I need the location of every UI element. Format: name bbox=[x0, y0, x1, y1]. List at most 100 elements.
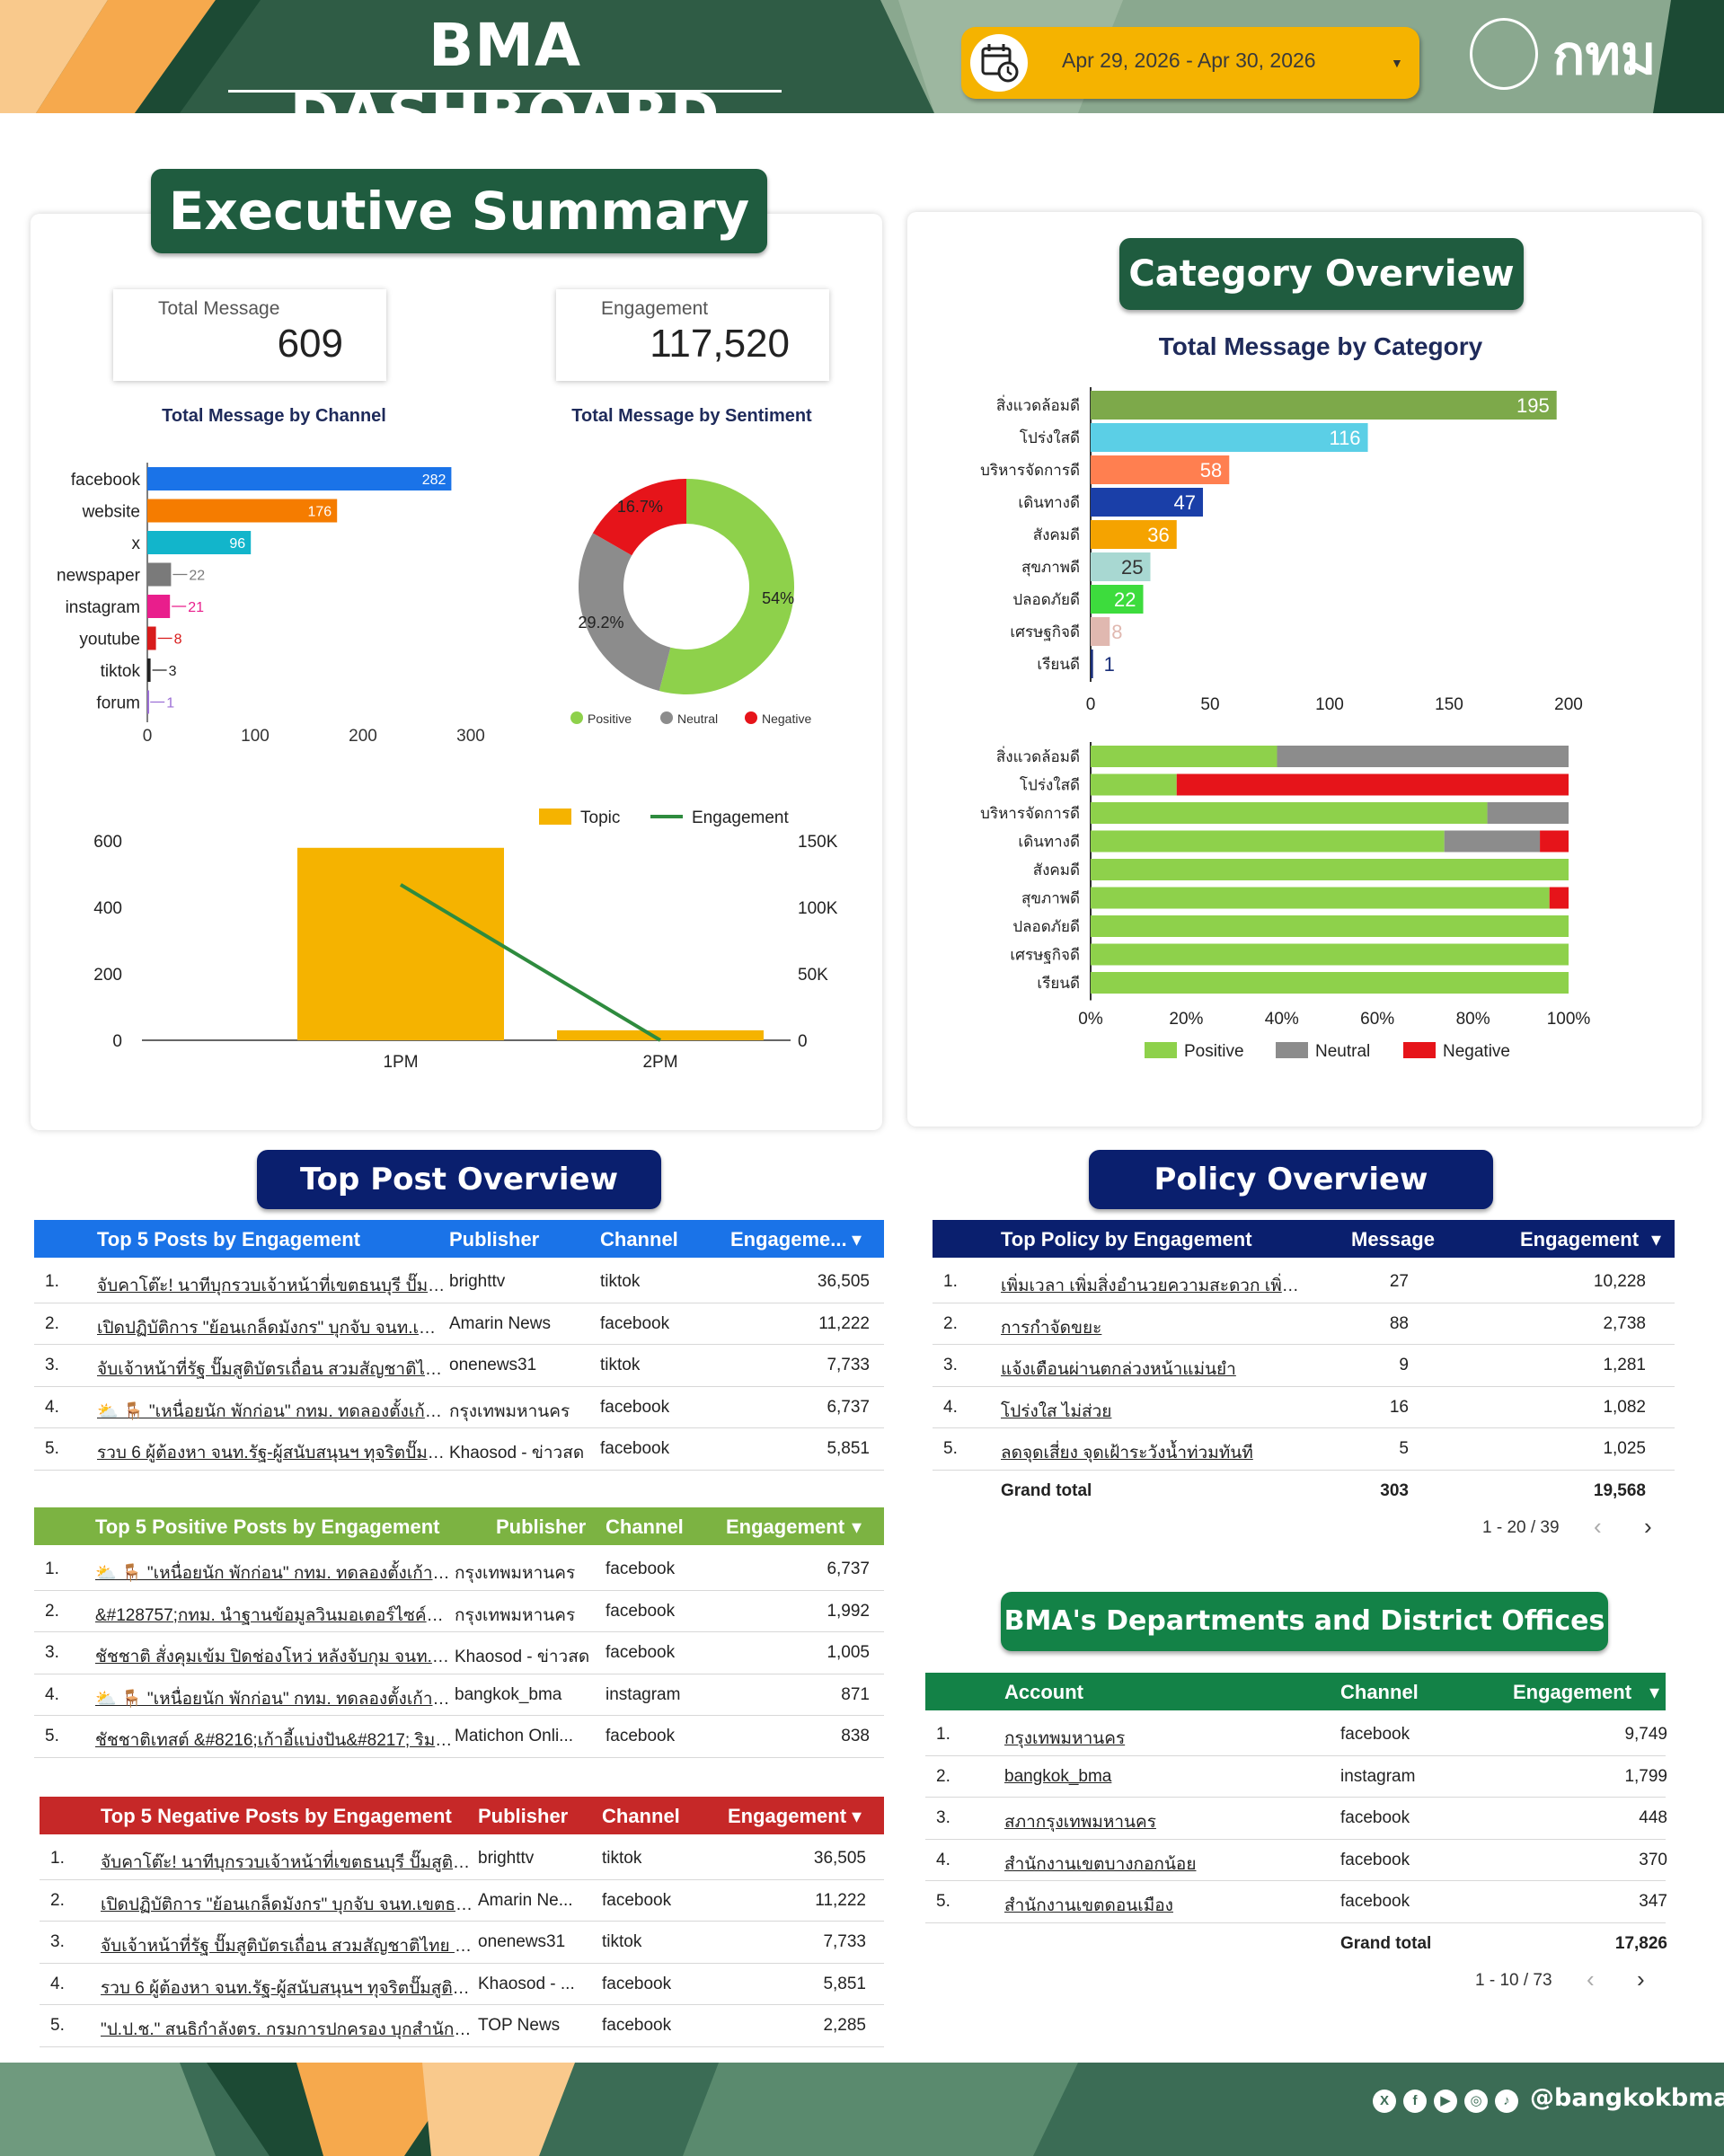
table-row[interactable]: 5. ชัชชาติเทสต์ &#8216;เก้าอี้แบ่งปัน&#82… bbox=[34, 1716, 884, 1758]
row-rank: 5. bbox=[45, 1439, 59, 1458]
tiktok-icon[interactable]: ♪ bbox=[1495, 2090, 1518, 2113]
catsent-bar-segment bbox=[1091, 830, 1445, 853]
bma-logo-text: กทม bbox=[1552, 24, 1657, 87]
sort-caret-icon[interactable]: ▾ bbox=[852, 1228, 862, 1250]
post-title-link[interactable]: ⛅ 🪑 "เหนื่อยนัก พักก่อน" กทม. ทดลองตั้งเ… bbox=[97, 1401, 447, 1421]
chevron-down-icon[interactable]: ▼ bbox=[1391, 56, 1403, 70]
table-row[interactable]: 3. ชัชชาติ สั่งคุมเข้ม ปิดช่องโหว่ หลังจั… bbox=[34, 1632, 884, 1674]
channel-cell: facebook bbox=[600, 1313, 670, 1333]
row-rank: 4. bbox=[50, 1974, 65, 1993]
table-row[interactable]: 4. สำนักงานเขตบางกอกน้อย facebook 370 bbox=[925, 1840, 1667, 1881]
row-rank: 4. bbox=[936, 1850, 950, 1869]
facebook-icon[interactable]: f bbox=[1403, 2090, 1427, 2113]
table-header: Top 5 Posts by Engagement Publisher Channe… bbox=[34, 1220, 884, 1258]
post-title-link[interactable]: จับคาโต๊ะ! นาทีบุกรวบเจ้าหน้าที่เขตธนบุร… bbox=[97, 1277, 447, 1295]
social-handle[interactable]: @bangkokbma bbox=[1530, 2084, 1724, 2112]
channel-cell: facebook bbox=[606, 1727, 676, 1745]
column-header[interactable]: Top 5 Positive Posts by Engagement bbox=[95, 1515, 440, 1538]
policy-next-page-icon[interactable]: › bbox=[1644, 1513, 1652, 1540]
table-row[interactable]: 1. จับคาโต๊ะ! นาทีบุกรวบเจ้าหน้าที่เขตธนบ… bbox=[34, 1261, 884, 1303]
table-row[interactable]: 2. bangkok_bma instagram 1,799 bbox=[925, 1756, 1667, 1798]
post-title-link[interactable]: ⛅ 🪑 "เหนื่อยนัก พักก่อน" กทม. ทดลองตั้งเ… bbox=[95, 1689, 455, 1709]
sort-caret-icon[interactable]: ▾ bbox=[852, 1805, 862, 1827]
footer-decoration bbox=[0, 2063, 1078, 2156]
post-title-link[interactable]: ชัชชาติ สั่งคุมเข้ม ปิดช่องโหว่ หลังจับก… bbox=[95, 1648, 455, 1666]
account-name-link[interactable]: สำนักงานเขตบางกอกน้อย bbox=[1004, 1854, 1197, 1874]
column-header[interactable]: Engageme... bbox=[730, 1228, 847, 1250]
table-row[interactable]: 2. การกำจัดขยะ 88 2,738 bbox=[933, 1303, 1675, 1345]
column-header[interactable]: Engagement bbox=[728, 1805, 847, 1827]
column-header[interactable]: Publisher bbox=[478, 1805, 569, 1827]
table-row[interactable]: 5. "ป.ป.ช." สนธิกำลังตร. กรมการปกครอง บุก… bbox=[40, 2005, 884, 2047]
column-header[interactable]: Engagement bbox=[1513, 1681, 1632, 1703]
column-header[interactable]: Channel bbox=[600, 1228, 678, 1250]
channel-bar bbox=[147, 531, 252, 554]
column-header[interactable]: Message bbox=[1351, 1228, 1435, 1250]
post-title-link[interactable]: "ป.ป.ช." สนธิกำลังตร. กรมการปกครอง บุกสำ… bbox=[101, 2020, 473, 2039]
table-row[interactable]: 4. ⛅ 🪑 "เหนื่อยนัก พักก่อน" กทม. ทดลองตั้… bbox=[34, 1674, 884, 1716]
table-row[interactable]: 2. เปิดปฏิบัติการ "ย้อนเกล็ดมังกร" บุกจับ… bbox=[34, 1303, 884, 1345]
table-row[interactable]: 1. ⛅ 🪑 "เหนื่อยนัก พักก่อน" กทม. ทดลองตั้… bbox=[34, 1549, 884, 1591]
column-header[interactable]: Channel bbox=[602, 1805, 680, 1827]
table-row[interactable]: 5. ลดจุดเสี่ยง จุดเฝ้าระวังน้ำท่วมทันที 5 1… bbox=[933, 1428, 1675, 1471]
table-row[interactable]: 3. สภากรุงเทพมหานคร facebook 448 bbox=[925, 1798, 1667, 1840]
account-name-link[interactable]: สำนักงานเขตดอนเมือง bbox=[1004, 1896, 1173, 1915]
departments-prev-page-icon[interactable]: ‹ bbox=[1587, 1966, 1595, 1993]
table-row[interactable]: 1. จับคาโต๊ะ! นาทีบุกรวบเจ้าหน้าที่เขตธนบ… bbox=[40, 1838, 884, 1880]
column-header[interactable]: Engagement bbox=[726, 1515, 845, 1538]
row-rank: 4. bbox=[943, 1397, 958, 1417]
table-row[interactable]: 3. จับเจ้าหน้าที่รัฐ ปั๊มสูติบัตรเถื่อน ส… bbox=[40, 1922, 884, 1964]
row-rank: 2. bbox=[45, 1601, 59, 1621]
calendar-icon[interactable] bbox=[970, 34, 1028, 92]
column-header[interactable]: Engagement bbox=[1520, 1228, 1640, 1250]
column-header[interactable]: Channel bbox=[606, 1515, 684, 1538]
sort-caret-icon[interactable]: ▾ bbox=[1649, 1681, 1660, 1703]
policy-prev-page-icon[interactable]: ‹ bbox=[1594, 1513, 1602, 1540]
post-title-link[interactable]: จับเจ้าหน้าที่รัฐ ปั๊มสูติบัตรเถื่อน สวม… bbox=[97, 1360, 447, 1379]
post-title-link[interactable]: จับคาโต๊ะ! นาทีบุกรวบเจ้าหน้าที่เขตธนบุร… bbox=[101, 1853, 473, 1872]
table-row[interactable]: 4. โปร่งใส ไม่ส่วย 16 1,082 bbox=[933, 1387, 1675, 1428]
column-header[interactable]: Publisher bbox=[449, 1228, 540, 1250]
table-row[interactable]: 1. กรุงเทพมหานคร facebook 9,749 bbox=[925, 1714, 1667, 1756]
post-title-link[interactable]: ⛅ 🪑 "เหนื่อยนัก พักก่อน" กทม. ทดลองตั้งเ… bbox=[95, 1564, 455, 1583]
table-row[interactable]: 4. ⛅ 🪑 "เหนื่อยนัก พักก่อน" กทม. ทดลองตั้… bbox=[34, 1387, 884, 1428]
table-row[interactable]: 4. รวบ 6 ผู้ต้องหา จนท.รัฐ-ผู้สนับสนุนฯ ท… bbox=[40, 1964, 884, 2005]
post-title-link[interactable]: รวบ 6 ผู้ต้องหา จนท.รัฐ-ผู้สนับสนุนฯ ทุจ… bbox=[97, 1444, 447, 1462]
category-bar bbox=[1091, 455, 1230, 484]
post-title-link[interactable]: จับเจ้าหน้าที่รัฐ ปั๊มสูติบัตรเถื่อน สวม… bbox=[101, 1937, 473, 1956]
post-title-link[interactable]: เปิดปฏิบัติการ "ย้อนเกล็ดมังกร" บุกจับ จ… bbox=[101, 1895, 473, 1914]
executive-summary-title: Executive Summary bbox=[151, 169, 767, 253]
sort-caret-icon[interactable]: ▾ bbox=[852, 1515, 862, 1538]
post-title-link[interactable]: เปิดปฏิบัติการ "ย้อนเกล็ดมังกร" บุกจับ จ… bbox=[97, 1318, 447, 1338]
departments-next-page-icon[interactable]: › bbox=[1637, 1966, 1645, 1993]
column-header[interactable]: Account bbox=[1004, 1681, 1083, 1703]
table-row[interactable]: 5. สำนักงานเขตดอนเมือง facebook 347 bbox=[925, 1881, 1667, 1923]
table-row[interactable]: 2. เปิดปฏิบัติการ "ย้อนเกล็ดมังกร" บุกจับ… bbox=[40, 1880, 884, 1922]
column-header[interactable]: Top Policy by Engagement bbox=[1001, 1228, 1252, 1250]
post-title-link[interactable]: &#128757;กทม. นำฐานข้อมูลวินมอเตอร์ไซค์ข… bbox=[95, 1605, 455, 1625]
table-row[interactable]: 3. จับเจ้าหน้าที่รัฐ ปั๊มสูติบัตรเถื่อน ส… bbox=[34, 1345, 884, 1387]
account-name-link[interactable]: สภากรุงเทพมหานคร bbox=[1004, 1813, 1156, 1832]
row-rank: 5. bbox=[936, 1892, 950, 1911]
post-title-link[interactable]: ชัชชาติเทสต์ &#8216;เก้าอี้แบ่งปัน&#8217… bbox=[95, 1731, 455, 1750]
row-rank: 1. bbox=[50, 1849, 65, 1868]
channel-cell: facebook bbox=[602, 1974, 672, 1993]
table-row[interactable]: 3. แจ้งเตือนผ่านตกล่วงหน้าแม่นยำ 9 1,281 bbox=[933, 1345, 1675, 1387]
table-row[interactable]: 5. รวบ 6 ผู้ต้องหา จนท.รัฐ-ผู้สนับสนุนฯ ท… bbox=[34, 1428, 884, 1471]
youtube-icon[interactable]: ▶ bbox=[1434, 2090, 1457, 2113]
account-name-link[interactable]: bangkok_bma bbox=[1004, 1766, 1112, 1786]
account-name-link[interactable]: กรุงเทพมหานคร bbox=[1004, 1729, 1126, 1748]
x-icon[interactable]: X bbox=[1373, 2090, 1396, 2113]
column-header[interactable]: Publisher bbox=[496, 1515, 587, 1538]
table-row[interactable]: 2. &#128757;กทม. นำฐานข้อมูลวินมอเตอร์ไซค… bbox=[34, 1591, 884, 1632]
sort-caret-icon[interactable]: ▾ bbox=[1651, 1228, 1662, 1250]
column-header[interactable]: Channel bbox=[1340, 1681, 1419, 1703]
table-row[interactable]: 1. เพิ่มเวลา เพิ่มสิ่งอำนวยความสะดวก เพิ่… bbox=[933, 1261, 1675, 1303]
column-header[interactable]: Top 5 Negative Posts by Engagement bbox=[101, 1805, 452, 1827]
instagram-icon[interactable]: ◎ bbox=[1464, 2090, 1488, 2113]
post-title-link[interactable]: รวบ 6 ผู้ต้องหา จนท.รัฐ-ผู้สนับสนุนฯ ทุจ… bbox=[101, 1978, 473, 1998]
column-header[interactable]: Top 5 Posts by Engagement bbox=[97, 1228, 360, 1250]
channel-label: x bbox=[132, 535, 141, 553]
topic-left-tick: 600 bbox=[93, 833, 122, 852]
date-range-picker[interactable]: Apr 29, 2026 - Apr 30, 2026 ▼ bbox=[961, 27, 1419, 99]
